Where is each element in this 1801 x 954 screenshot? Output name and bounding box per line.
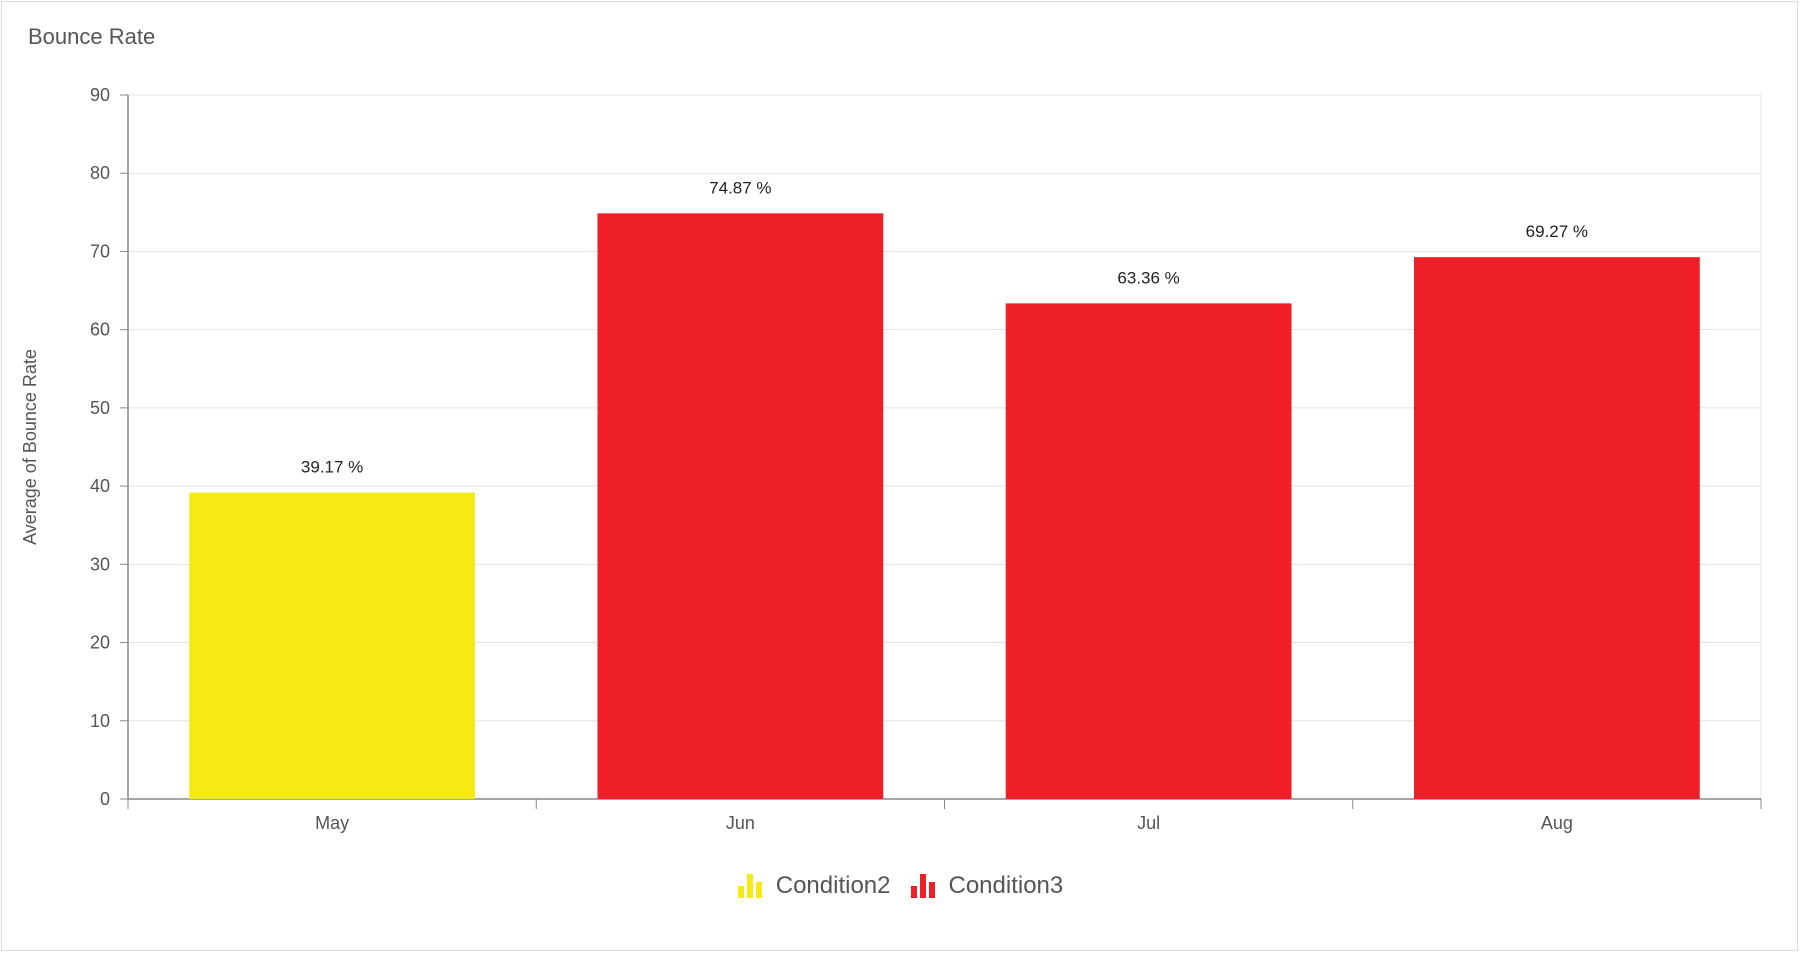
x-tick-label: Aug: [1541, 813, 1573, 833]
bar-chart-icon: [910, 874, 935, 898]
x-tick-label: Jul: [1137, 813, 1160, 833]
y-tick-label: 80: [90, 163, 110, 183]
data-label: 39.17 %: [301, 458, 363, 477]
y-tick-label: 10: [90, 711, 110, 731]
bar-jun: [597, 213, 884, 799]
y-tick-label: 0: [100, 789, 110, 809]
legend-label-condition2: Condition2: [775, 872, 891, 899]
bar-aug: [1413, 257, 1700, 799]
bar-may: [189, 492, 476, 799]
chart-title: Bounce Rate: [28, 24, 156, 49]
data-label: 74.87 %: [709, 178, 771, 197]
legend-item-condition2[interactable]: Condition2: [737, 872, 891, 900]
legend-label-condition3: Condition3: [948, 872, 1064, 899]
data-label: 63.36 %: [1117, 268, 1179, 287]
data-label: 69.27 %: [1526, 222, 1588, 241]
y-tick-label: 60: [90, 320, 110, 340]
x-tick-label: Jun: [726, 813, 755, 833]
bar-jul: [1005, 303, 1292, 799]
y-tick-label: 50: [90, 398, 110, 418]
bar-chart-icon: [737, 874, 762, 898]
x-tick-label: May: [315, 813, 349, 833]
chart-legend: Condition2 Condition3: [0, 872, 1801, 900]
y-tick-label: 70: [90, 241, 110, 261]
y-tick-label: 90: [90, 85, 110, 105]
legend-item-condition3[interactable]: Condition3: [910, 872, 1064, 900]
y-tick-label: 20: [90, 633, 110, 653]
y-tick-label: 40: [90, 476, 110, 496]
y-tick-label: 30: [90, 554, 110, 574]
y-axis-title: Average of Bounce Rate: [20, 349, 40, 545]
